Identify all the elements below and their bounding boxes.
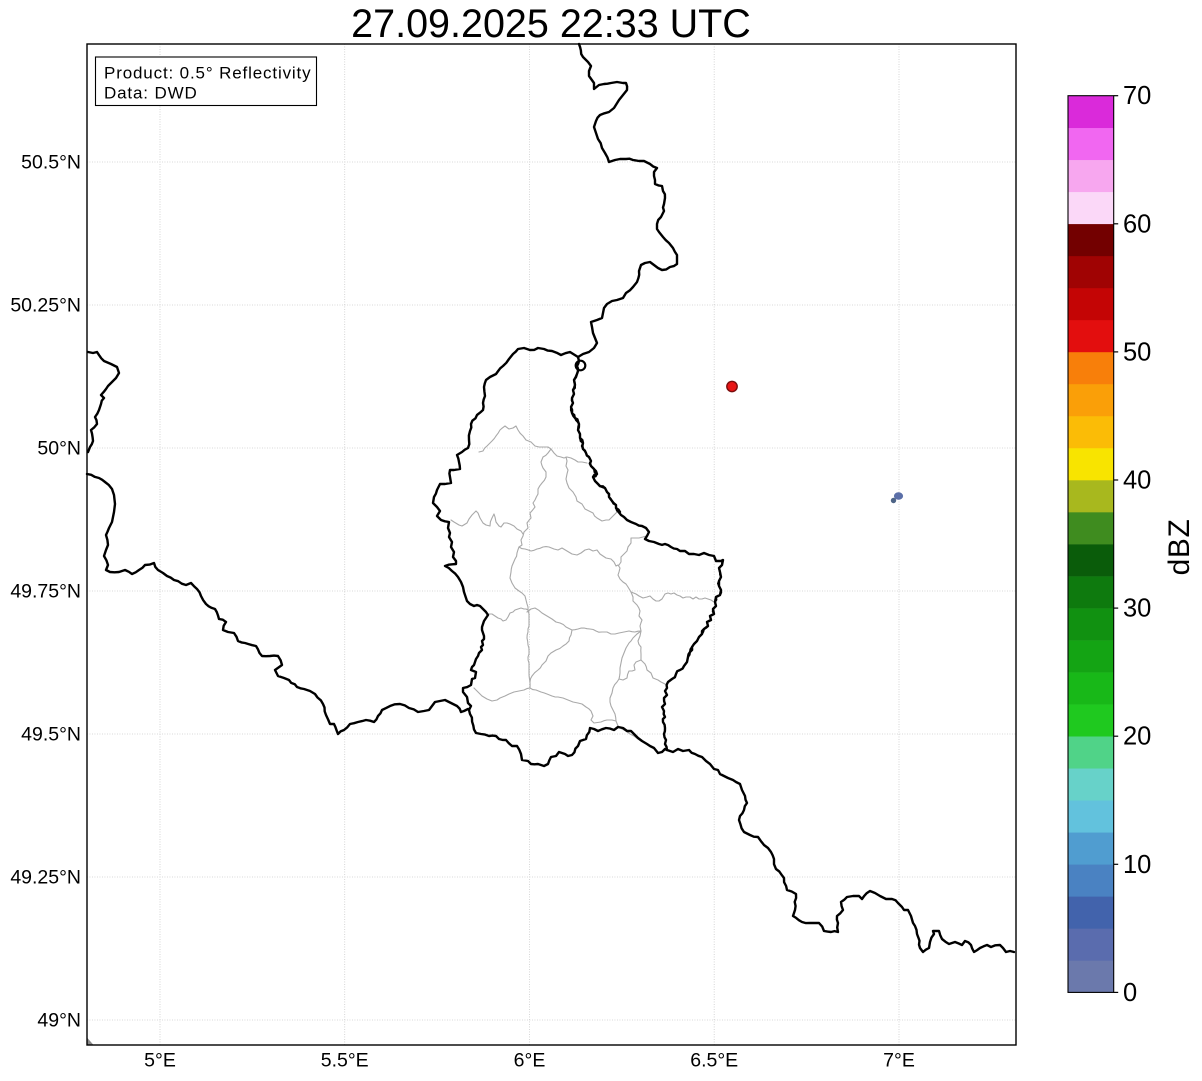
svg-text:49.75°N: 49.75°N	[10, 581, 81, 603]
svg-text:0: 0	[1123, 979, 1137, 1007]
svg-text:30: 30	[1123, 595, 1151, 623]
svg-text:49.5°N: 49.5°N	[21, 724, 81, 746]
svg-text:20: 20	[1123, 723, 1151, 751]
svg-text:49°N: 49°N	[37, 1010, 81, 1032]
svg-text:10: 10	[1123, 851, 1151, 879]
svg-text:5°E: 5°E	[144, 1050, 176, 1072]
svg-text:50.5°N: 50.5°N	[21, 152, 81, 174]
svg-text:6°E: 6°E	[514, 1050, 546, 1072]
svg-text:5.5°E: 5.5°E	[321, 1050, 369, 1072]
svg-text:27.09.2025 22:33 UTC: 27.09.2025 22:33 UTC	[351, 2, 751, 46]
svg-text:dBZ: dBZ	[1163, 519, 1196, 576]
svg-text:7°E: 7°E	[883, 1050, 915, 1072]
svg-text:60: 60	[1123, 210, 1151, 238]
svg-text:50°N: 50°N	[37, 438, 81, 460]
svg-text:6.5°E: 6.5°E	[690, 1050, 738, 1072]
svg-text:50.25°N: 50.25°N	[10, 295, 81, 317]
svg-text:70: 70	[1123, 82, 1151, 110]
svg-text:Product: 0.5° Reflectivity: Product: 0.5° Reflectivity	[104, 64, 311, 83]
svg-text:40: 40	[1123, 467, 1151, 495]
svg-text:50: 50	[1123, 338, 1151, 366]
svg-text:Data: DWD: Data: DWD	[104, 84, 198, 103]
svg-text:49.25°N: 49.25°N	[10, 867, 81, 889]
